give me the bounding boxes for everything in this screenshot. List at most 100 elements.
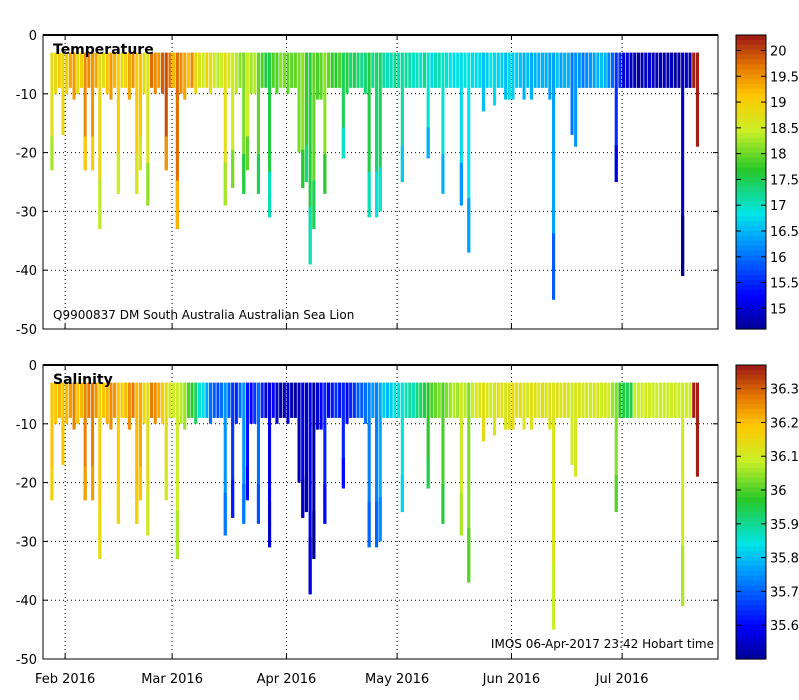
colorbar-tick-label: 19 [770, 96, 787, 111]
profile-bar [470, 52, 474, 88]
y-tick-label: -30 [16, 205, 37, 220]
profile-bar [275, 52, 279, 94]
profile-bar [334, 52, 338, 88]
profile-bar [345, 52, 349, 94]
profile-bar [65, 52, 69, 94]
profile-bar [175, 52, 179, 229]
profile-bar-deep [146, 162, 150, 206]
profile-bar-deep [614, 145, 618, 183]
profile-bar-deep [378, 167, 382, 212]
profile-bar [290, 52, 294, 88]
profile-bar [544, 382, 548, 418]
salinity-colorbar: 36.3 36.2 36.1 36 35.9 35.8 35.7 35.6 [735, 364, 799, 660]
profile-bar [360, 52, 364, 88]
profile-bar [223, 52, 227, 206]
profile-bar [197, 52, 201, 88]
profile-bar [666, 52, 670, 88]
colorbar-segment [736, 64, 766, 70]
profile-bar [341, 52, 345, 159]
colorbar-tick-label: 17.5 [770, 173, 799, 188]
profile-bar [581, 382, 585, 418]
profile-bar-deep [223, 162, 227, 206]
colorbar-segment [736, 216, 766, 222]
profile-bar [212, 52, 216, 88]
profile-bar [186, 382, 190, 418]
profile-bar-deep [98, 180, 102, 229]
profile-bar [684, 382, 688, 418]
profile-bar [197, 382, 201, 418]
profile-bar-deep [441, 484, 445, 524]
colorbar-segment [736, 152, 766, 159]
profile-bar [83, 52, 87, 171]
x-tick-label: Jul 2016 [595, 672, 649, 687]
profile-bar [555, 382, 559, 418]
profile-bar [504, 52, 508, 100]
profile-bar [205, 382, 209, 418]
profile-bar [79, 52, 83, 88]
profile-bar [585, 382, 589, 418]
colorbar-segment [736, 448, 766, 454]
profile-bar [256, 382, 260, 524]
profile-bar [150, 52, 154, 88]
profile-bar [371, 382, 375, 418]
profile-bar [607, 52, 611, 88]
profile-bar [356, 52, 360, 88]
colorbar-segment [736, 108, 766, 114]
temperature-annotation: Q9900837 DM South Australia Australian S… [53, 308, 354, 322]
profile-bar [352, 382, 356, 418]
profile-bar [622, 52, 626, 88]
profile-bar [511, 382, 515, 430]
profile-bar [183, 382, 187, 430]
profile-bar [349, 382, 353, 418]
profile-bar [603, 382, 607, 418]
profile-bar [404, 382, 408, 418]
profile-bar [127, 382, 131, 430]
colorbar-segment [736, 453, 766, 459]
colorbar-segment [736, 556, 766, 562]
profile-bar [603, 52, 607, 88]
y-tick-label: -50 [16, 323, 37, 338]
profile-bar [493, 52, 497, 106]
profile-bar [138, 382, 142, 501]
profile-bar [256, 52, 260, 194]
profile-bar [522, 382, 526, 430]
profile-bar [522, 52, 526, 100]
profile-bar-deep [441, 154, 445, 194]
salinity-panel: 0 -10 -20 -30 -40 -50 Feb 2016 Mar 2016 Apr 201… [16, 359, 799, 687]
profile-bar [633, 52, 637, 88]
y-tick-label: -20 [16, 147, 37, 162]
colorbar-tick-label: 20 [770, 44, 787, 59]
colorbar-segment [736, 404, 766, 410]
profile-bar [316, 382, 320, 430]
profile-bar [566, 382, 570, 418]
profile-bar [312, 382, 316, 559]
profile-bar [293, 52, 297, 88]
colorbar-segment [736, 275, 766, 281]
profile-bar [304, 52, 308, 182]
profile-bar [625, 382, 629, 418]
profile-bar-deep [459, 492, 463, 536]
profile-bar [622, 382, 626, 418]
profile-bar [212, 382, 216, 418]
profile-bar [238, 52, 242, 88]
profile-bar [271, 52, 275, 88]
profile-bar [688, 382, 692, 418]
profile-bar [386, 52, 390, 88]
profile-bar [636, 52, 640, 88]
colorbar-segment [736, 541, 766, 547]
profile-bar [430, 52, 434, 88]
profile-bar-deep [312, 510, 316, 559]
profile-bar [445, 52, 449, 88]
colorbar-segment [736, 167, 766, 173]
profile-bar [231, 52, 235, 188]
colorbar-segment [736, 580, 766, 587]
profile-bar [220, 52, 224, 88]
profile-bar [50, 52, 54, 171]
profile-bar [636, 382, 640, 418]
profile-bar [566, 52, 570, 88]
profile-bar-deep [146, 492, 150, 536]
colorbar-segment [736, 502, 766, 508]
colorbar-segment [736, 177, 766, 183]
colorbar-segment [736, 394, 766, 400]
profile-bar [408, 52, 412, 88]
